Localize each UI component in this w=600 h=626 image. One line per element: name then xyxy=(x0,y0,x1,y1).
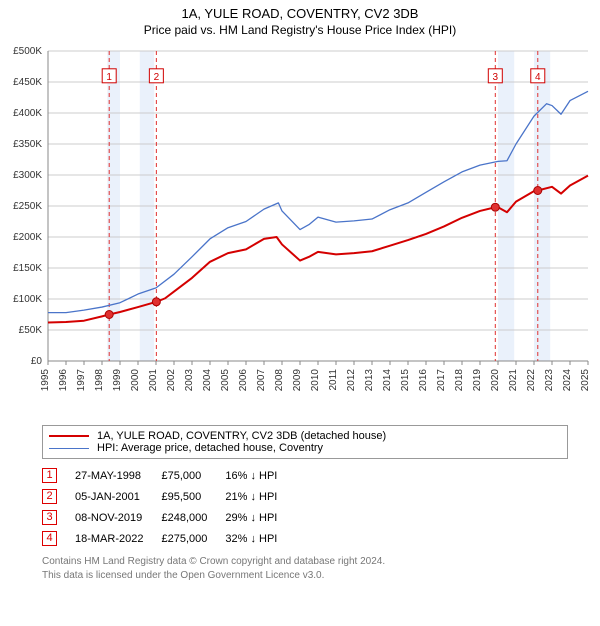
legend-swatch xyxy=(49,448,89,449)
svg-text:2000: 2000 xyxy=(130,369,141,392)
transaction-number-box: 3 xyxy=(42,510,57,525)
svg-text:1995: 1995 xyxy=(40,369,51,392)
svg-text:2001: 2001 xyxy=(148,369,159,392)
table-row: 4 18-MAR-2022£275,00032% ↓ HPI xyxy=(42,528,295,549)
footer-line-1: Contains HM Land Registry data © Crown c… xyxy=(42,555,568,569)
svg-text:£200K: £200K xyxy=(13,232,42,243)
svg-text:2013: 2013 xyxy=(364,369,375,392)
transaction-price: £75,000 xyxy=(161,465,225,486)
legend-item: HPI: Average price, detached house, Cove… xyxy=(49,442,561,454)
transaction-hpi-diff: 21% ↓ HPI xyxy=(225,486,295,507)
title-line-2: Price paid vs. HM Land Registry's House … xyxy=(0,23,600,37)
svg-text:£450K: £450K xyxy=(13,77,42,88)
svg-text:2007: 2007 xyxy=(256,369,267,392)
transaction-hpi-diff: 29% ↓ HPI xyxy=(225,507,295,528)
svg-text:2016: 2016 xyxy=(418,369,429,392)
footer-line-2: This data is licensed under the Open Gov… xyxy=(42,569,568,583)
footer-text: Contains HM Land Registry data © Crown c… xyxy=(42,555,568,582)
svg-text:2015: 2015 xyxy=(400,369,411,392)
legend-label: HPI: Average price, detached house, Cove… xyxy=(97,442,323,454)
svg-text:2014: 2014 xyxy=(382,369,393,392)
transaction-hpi-diff: 32% ↓ HPI xyxy=(225,528,295,549)
transactions-table: 1 27-MAY-1998£75,00016% ↓ HPI 2 05-JAN-2001… xyxy=(42,465,295,549)
svg-text:£300K: £300K xyxy=(13,170,42,181)
svg-text:£150K: £150K xyxy=(13,263,42,274)
transaction-date: 08-NOV-2019 xyxy=(75,507,161,528)
svg-text:2022: 2022 xyxy=(526,369,537,392)
transaction-date: 27-MAY-1998 xyxy=(75,465,161,486)
svg-text:2019: 2019 xyxy=(472,369,483,392)
svg-text:1996: 1996 xyxy=(58,369,69,392)
svg-text:2017: 2017 xyxy=(436,369,447,392)
legend-label: 1A, YULE ROAD, COVENTRY, CV2 3DB (detach… xyxy=(97,430,386,442)
transaction-price: £248,000 xyxy=(161,507,225,528)
svg-text:2010: 2010 xyxy=(310,369,321,392)
svg-text:1: 1 xyxy=(106,72,112,83)
table-row: 2 05-JAN-2001£95,50021% ↓ HPI xyxy=(42,486,295,507)
svg-text:2: 2 xyxy=(154,72,160,83)
svg-text:2018: 2018 xyxy=(454,369,465,392)
transaction-hpi-diff: 16% ↓ HPI xyxy=(225,465,295,486)
table-row: 3 08-NOV-2019£248,00029% ↓ HPI xyxy=(42,507,295,528)
legend-item: 1A, YULE ROAD, COVENTRY, CV2 3DB (detach… xyxy=(49,430,561,442)
svg-text:2024: 2024 xyxy=(562,369,573,392)
chart-container: £0 £50K £100K £150K £200K £250K £300K £350K £400… xyxy=(0,41,600,421)
transaction-price: £95,500 xyxy=(161,486,225,507)
svg-text:2011: 2011 xyxy=(328,369,339,391)
svg-text:2006: 2006 xyxy=(238,369,249,392)
svg-text:2020: 2020 xyxy=(490,369,501,392)
svg-text:£250K: £250K xyxy=(13,201,42,212)
svg-text:£100K: £100K xyxy=(13,294,42,305)
svg-text:1998: 1998 xyxy=(94,369,105,392)
svg-text:1997: 1997 xyxy=(76,369,87,392)
price-chart: £0 £50K £100K £150K £200K £250K £300K £350K £400… xyxy=(0,41,600,421)
svg-text:2025: 2025 xyxy=(580,369,591,392)
svg-text:2023: 2023 xyxy=(544,369,555,392)
svg-text:2004: 2004 xyxy=(202,369,213,392)
svg-text:2008: 2008 xyxy=(274,369,285,392)
svg-text:4: 4 xyxy=(535,72,541,83)
table-row: 1 27-MAY-1998£75,00016% ↓ HPI xyxy=(42,465,295,486)
transaction-number-box: 1 xyxy=(42,468,57,483)
svg-text:£50K: £50K xyxy=(19,325,43,336)
svg-text:2002: 2002 xyxy=(166,369,177,392)
transaction-price: £275,000 xyxy=(161,528,225,549)
svg-text:2009: 2009 xyxy=(292,369,303,392)
svg-text:2003: 2003 xyxy=(184,369,195,392)
svg-text:2012: 2012 xyxy=(346,369,357,392)
svg-text:£500K: £500K xyxy=(13,46,42,57)
svg-text:£350K: £350K xyxy=(13,139,42,150)
svg-text:2021: 2021 xyxy=(508,369,519,392)
legend: 1A, YULE ROAD, COVENTRY, CV2 3DB (detach… xyxy=(42,425,568,459)
svg-text:2005: 2005 xyxy=(220,369,231,392)
transaction-number-box: 4 xyxy=(42,531,57,546)
legend-swatch xyxy=(49,435,89,437)
svg-text:£0: £0 xyxy=(31,356,43,367)
transaction-date: 18-MAR-2022 xyxy=(75,528,161,549)
svg-text:3: 3 xyxy=(493,72,499,83)
transaction-date: 05-JAN-2001 xyxy=(75,486,161,507)
title-line-1: 1A, YULE ROAD, COVENTRY, CV2 3DB xyxy=(0,6,600,21)
svg-text:1999: 1999 xyxy=(112,369,123,392)
transaction-number-box: 2 xyxy=(42,489,57,504)
svg-text:£400K: £400K xyxy=(13,108,42,119)
